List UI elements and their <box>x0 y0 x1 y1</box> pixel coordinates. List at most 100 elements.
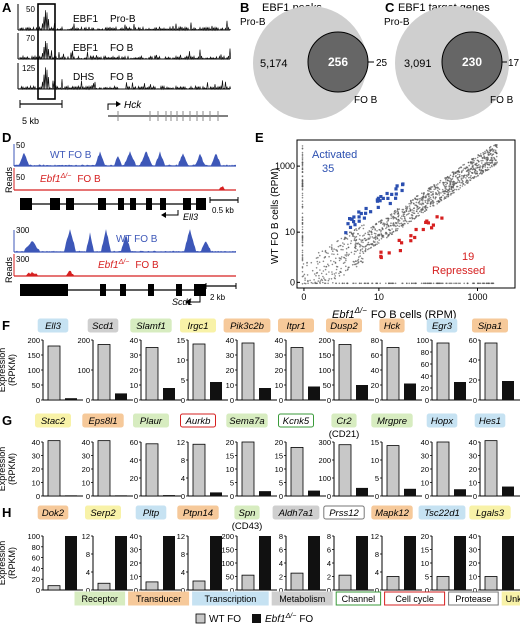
activated-point <box>352 215 356 219</box>
y-tick-label: 80 <box>421 348 429 357</box>
legend-metabolism-label: Metabolism <box>279 594 325 604</box>
repressed-point <box>379 250 383 254</box>
activated-point <box>357 210 361 214</box>
wt-bar <box>47 345 61 401</box>
d1-gene-label: Ell3 <box>183 212 198 222</box>
legend-transducer <box>128 591 190 606</box>
venn-c-only-pro-b: 3,091 <box>404 58 432 70</box>
y-tick-label: 5 <box>230 479 234 488</box>
panel-a-letter: A <box>2 0 12 15</box>
gene-label: Pltp <box>143 508 159 519</box>
repressed-point <box>379 255 383 260</box>
bar-chart-dusp2: Dusp2 0 50 100 150 200 <box>318 318 374 405</box>
gene-label: Itpr1 <box>286 321 305 332</box>
y-tick-label: 0 <box>181 586 185 595</box>
y-tick-label: 200 <box>77 336 90 345</box>
bar-chart-lgals3: Lgals3 0 10 20 30 40 <box>469 505 520 595</box>
scd1-exon <box>194 284 206 296</box>
wt-bar <box>484 576 498 591</box>
ko-bar <box>356 487 368 496</box>
y-tick-label: 200 <box>27 336 40 345</box>
ko-bar <box>502 381 514 400</box>
bar-chart-mapk12: Mapk12 0 4 8 12 <box>371 505 422 595</box>
gene-label-box <box>323 505 365 520</box>
y-tick-label: 10 <box>226 381 234 390</box>
ko-bar <box>163 536 175 590</box>
ko-bar <box>404 488 416 496</box>
y-tick-label: 30 <box>82 452 90 461</box>
panel-d: D Reads Reads 50 50 WT FO B Ebf1Δ/− FO B … <box>2 130 239 307</box>
d1-ko-gene: Ebf1Δ/− FO B <box>40 173 101 185</box>
y-tick-label: 20 <box>130 474 138 483</box>
repressed-point <box>413 235 417 240</box>
activated-count: 35 <box>322 163 334 175</box>
bar-chart-hck: Hck 0 20 40 60 80 <box>371 318 422 405</box>
ell3-exon <box>146 198 152 210</box>
wt-bar <box>290 572 304 591</box>
track-a1-label1: EBF1 <box>73 14 98 25</box>
y-tick-label: 100 <box>77 366 90 375</box>
repressed-label: Repressed <box>432 265 485 277</box>
panelF-group: FExpression(RPKM)Ell3050100150200Scd1010… <box>0 318 520 405</box>
gene-label-box <box>177 505 219 520</box>
panelH-ylabel: Expression(RPKM) <box>0 541 17 586</box>
repressed-point <box>431 223 435 227</box>
venn-c-overlap: 230 <box>462 55 482 69</box>
gene-label-box <box>135 505 167 520</box>
d2-wt-signal <box>14 229 236 252</box>
y-tick-label: 30 <box>421 452 429 461</box>
track-a2-label2: FO B <box>110 43 134 54</box>
ko-bar <box>404 383 416 400</box>
repressed-point <box>409 239 413 243</box>
y-tick-label: 40 <box>421 438 429 447</box>
ko-bar <box>65 398 77 400</box>
gene-label: Stac2 <box>41 416 66 427</box>
gene-label-box <box>223 318 271 333</box>
y-tick-label: 0 <box>327 492 331 501</box>
wt-bar <box>338 444 352 497</box>
panelG-letter: G <box>2 413 12 428</box>
gene-label-box <box>226 413 268 428</box>
panel-d-ylabel-1: Reads <box>4 166 14 193</box>
gene-label: Egr3 <box>432 321 453 332</box>
wt-bar <box>145 347 159 401</box>
ell3-exon <box>196 198 206 210</box>
wt-bar <box>97 440 111 497</box>
wt-bar <box>484 440 498 497</box>
activated-point <box>348 217 352 221</box>
gene-label-box <box>272 505 320 520</box>
legend-transducer-label: Transducer <box>136 594 181 604</box>
y-tick-label: 60 <box>469 336 477 345</box>
ell3-exon <box>160 198 166 210</box>
activated-point <box>376 205 380 209</box>
activated-point <box>359 211 363 216</box>
panel-c-letter: C <box>385 0 395 15</box>
y-tick-label: 8 <box>375 550 379 559</box>
gene-label-box <box>418 505 466 520</box>
track-a1-label2: Pro-B <box>110 14 136 25</box>
wt-bar <box>145 581 159 591</box>
y-tick-label: 40 <box>82 438 90 447</box>
y-tick-label: 0 <box>36 586 40 595</box>
y-tick-label: 80 <box>32 543 40 552</box>
legend-unknown <box>501 591 520 606</box>
panelG-group: GExpression(RPKM)Stac2010203040Eps8l1010… <box>0 413 520 501</box>
y-tick-label: 150 <box>318 351 331 360</box>
repressed-point <box>421 227 425 232</box>
repressed-point <box>397 238 401 242</box>
y-tick-label: 100 <box>27 366 40 375</box>
activated-point <box>362 216 366 220</box>
ko-bar <box>259 388 271 400</box>
scd1-exon <box>100 284 106 296</box>
legend-receptor <box>74 591 126 606</box>
panel-c: C EBF1 target genes Pro-B 3,091 230 17 F… <box>384 0 520 120</box>
venn-b-overlap: 256 <box>328 55 348 69</box>
repressed-point <box>426 221 430 225</box>
activated-point <box>386 196 390 200</box>
gene-label: Irgc1 <box>187 321 208 332</box>
d1-wt-label: WT FO B <box>50 150 92 161</box>
panelF-ylabel: Expression(RPKM) <box>0 348 17 393</box>
repressed-point <box>440 216 444 220</box>
gene-label-box <box>426 413 458 428</box>
y-tick-label: 100 <box>221 559 234 568</box>
